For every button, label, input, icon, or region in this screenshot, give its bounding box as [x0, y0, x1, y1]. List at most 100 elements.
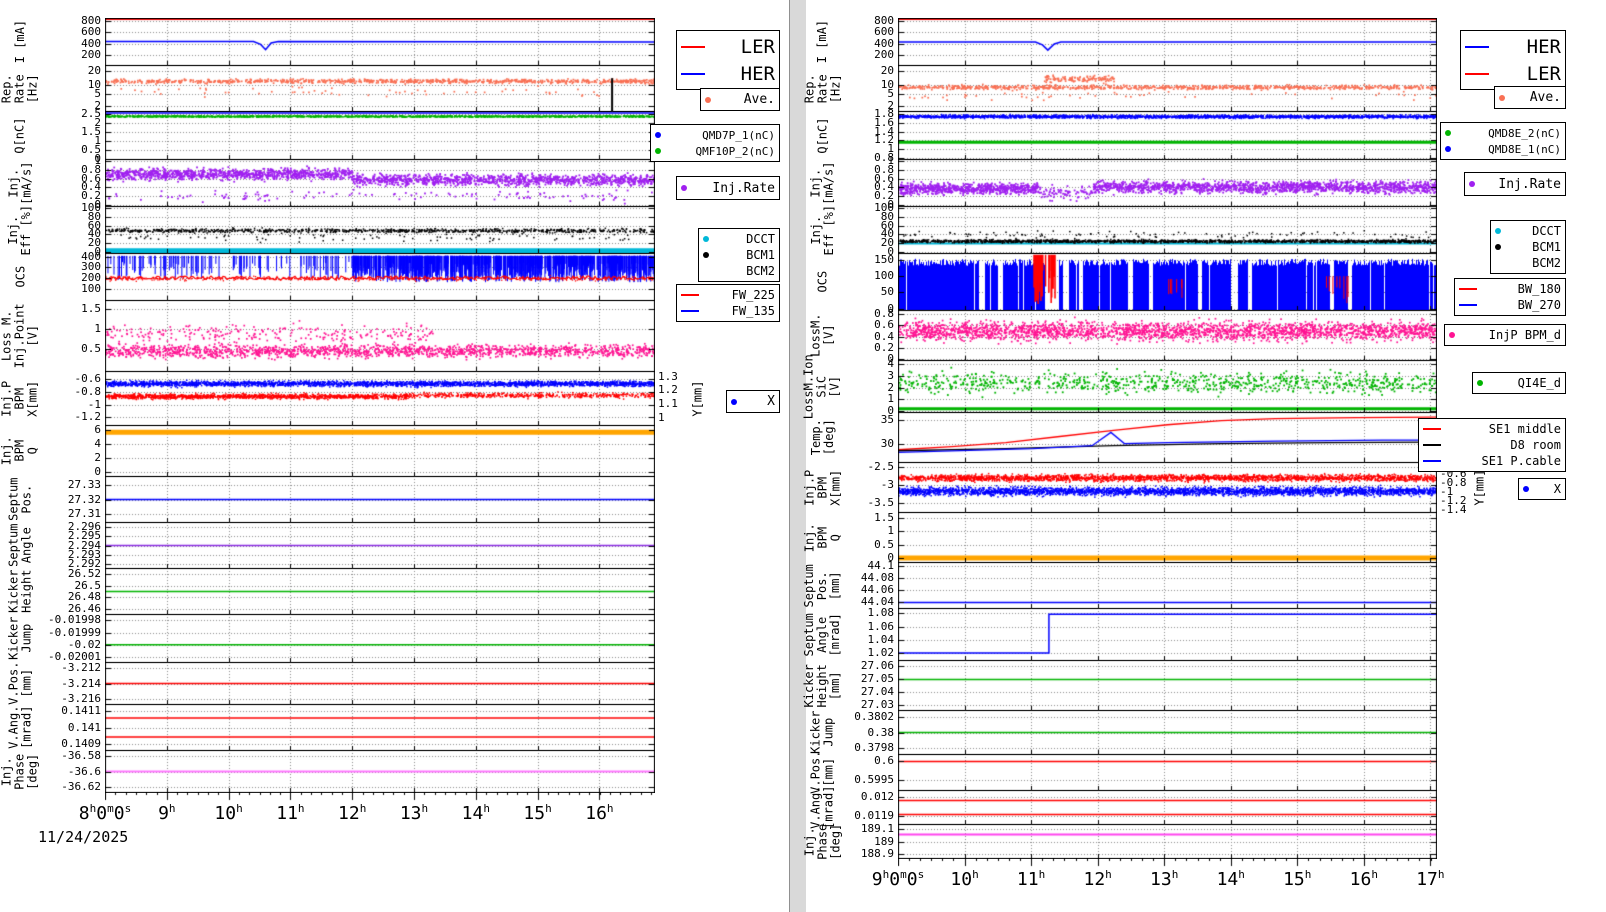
legend-label: LER — [740, 35, 775, 58]
x-tick-label: 16h — [1349, 868, 1378, 890]
legend-label: QMD8E_2(nC) — [1488, 126, 1561, 140]
y-tick-label: 20 — [87, 64, 101, 78]
plot-row-v-pos — [898, 754, 1437, 791]
y-tick-label: -0.02 — [67, 637, 101, 651]
legend-bcm: DCCT BCM1 BCM2 — [1490, 220, 1566, 274]
y-tick-label: 0 — [887, 244, 894, 258]
y-tick-label: 0.6 — [874, 754, 894, 768]
legend-label: QMD7P_1(nC) — [702, 128, 775, 142]
plot-row-kicker-jump — [105, 614, 655, 663]
legend-line-marker — [681, 294, 699, 296]
plot-row-septum-angle — [898, 608, 1437, 661]
y-tick-label: -0.01998 — [48, 612, 101, 626]
y-tick-label: 44.1 — [867, 558, 895, 572]
y-tick-label: 400 — [874, 36, 894, 50]
y-tick-label: 100 — [874, 269, 894, 283]
axis-name-rep-rate: Rep. Rate [Hz] — [0, 65, 41, 112]
plot-row-kicker-height — [898, 660, 1437, 711]
y-tick-label: 800 — [81, 13, 101, 27]
axis-name-kicker-height: Kicker Height — [0, 568, 41, 615]
y-tick-label: 1.2 — [874, 133, 894, 147]
y-tick-label: 27.04 — [860, 684, 894, 698]
legend-beam: LER HER — [676, 30, 780, 90]
y-tick-label: -1 — [87, 397, 101, 411]
y-tick-label: -3.5 — [867, 495, 895, 509]
axis-name-label: Inj. Eff [%] — [6, 204, 34, 256]
legend-line-marker — [1465, 72, 1489, 75]
x-tick-label: 10h — [214, 802, 243, 824]
y-tick-label: 189 — [874, 834, 894, 848]
y-tick-label: -0.8 — [74, 384, 102, 398]
legend-label: BCM2 — [746, 264, 775, 278]
y-tick-label: 20 — [880, 235, 894, 249]
y-tick-label: 0.141 — [67, 720, 101, 734]
y-tick-label: 1 — [94, 154, 101, 168]
legend-label: BW_270 — [1517, 298, 1561, 312]
y-tick-label: 4 — [94, 437, 101, 451]
axis-name-label: Inj. [mA/s] — [6, 161, 34, 205]
y-tick-label: 600 — [874, 25, 894, 39]
y-tick-label: 0.8 — [81, 163, 101, 177]
y-tick-label: 1 — [94, 133, 101, 147]
legend-label: Ave. — [743, 92, 775, 107]
y-tick-label: 400 — [81, 36, 101, 50]
plot-row-ocs — [898, 253, 1437, 311]
y-tick-label: 80 — [87, 210, 101, 224]
x-tick-label: 10h — [950, 868, 979, 890]
y-tick-label: 189.1 — [860, 822, 894, 836]
x-tick-label: 15h — [1283, 868, 1312, 890]
y-tick-label: 1.5 — [81, 301, 101, 315]
y-tick-label: 0.6 — [81, 171, 101, 185]
x-tick-label: 12h — [1083, 868, 1112, 890]
y-tick-label: 0 — [887, 301, 894, 315]
y-tick-label: 0 — [887, 197, 894, 211]
plot-row-charge — [105, 111, 655, 160]
legend-x: X — [726, 390, 780, 413]
plot-row-inj-eff — [898, 206, 1437, 254]
y2-tick-label: -1.2 — [1440, 494, 1467, 508]
y2-tick-label: 1.1 — [658, 397, 678, 410]
axis-name-rep-rate: Rep. Rate [Hz] — [802, 65, 842, 112]
y-tick-label: 0.0119 — [854, 809, 894, 823]
y-tick-label: 200 — [81, 48, 101, 62]
y-tick-label: 44.06 — [860, 583, 894, 597]
legend-label: QI4E_d — [1517, 376, 1561, 390]
legend-label: LER — [1526, 62, 1561, 85]
legend-x: X — [1518, 478, 1566, 500]
y-tick-label: 40 — [880, 227, 894, 241]
y-tick-label: 27.03 — [860, 697, 894, 711]
y-tick-label: 27.31 — [67, 506, 101, 520]
axis-name-beam-current: I [mA] — [806, 18, 840, 66]
strip-chart-panel-right: 800 600 400 200 I [mA] 20 10 5 2 Rep. Rate [Hz] 1.… — [802, 0, 1606, 912]
legend-label: SE1 P.cable — [1481, 454, 1561, 468]
y-tick-label: 0.1411 — [61, 704, 101, 718]
axis-name-label: Kicker Height — [6, 569, 34, 614]
legend-label: Ave. — [1529, 90, 1561, 105]
legend-line-marker — [1423, 428, 1441, 430]
legend-line-marker — [1423, 444, 1441, 446]
plot-row-inj-rate — [898, 159, 1437, 207]
legend-label: QMF10P_2(nC) — [695, 144, 775, 158]
legend-line-marker — [1423, 460, 1441, 462]
y-tick-label: 2.294 — [67, 538, 101, 552]
strip-chart-panel-left: 800 600 400 200 I [mA] 20 10 5 2 Rep. Rate [Hz] 2.… — [0, 0, 790, 912]
legend-charge: QMD8E_2(nC) QMD8E_1(nC) — [1440, 122, 1566, 160]
y-tick-label: 26.5 — [74, 578, 102, 592]
legend-bcm: DCCT BCM1 BCM2 — [698, 228, 780, 282]
y-tick-label: 0.6 — [874, 318, 894, 332]
axis-name-loss-sic: LossM.Ion SiC [V] — [802, 354, 842, 419]
y-tick-label: 27.05 — [860, 672, 894, 686]
legend-dot-marker — [703, 236, 709, 242]
axis-name-v-ang: V.Ang. [mrad] — [806, 786, 840, 829]
plot-row-beam-current — [898, 18, 1437, 66]
x-tick-label: 17h — [1416, 868, 1445, 890]
y-tick-label: -3 — [880, 477, 894, 491]
legend-dot-marker — [1495, 260, 1501, 266]
axis-name-kicker-height: Kicker Height [mm] — [802, 660, 842, 711]
y-tick-label: 1.08 — [867, 606, 895, 620]
legend-label: DCCT — [746, 232, 775, 246]
legend-injp-bpm: InjP BPM_d — [1444, 324, 1566, 346]
y-tick-label: 0.38 — [867, 725, 895, 739]
y-tick-label: 200 — [81, 270, 101, 284]
y-tick-label: 27.32 — [67, 492, 101, 506]
